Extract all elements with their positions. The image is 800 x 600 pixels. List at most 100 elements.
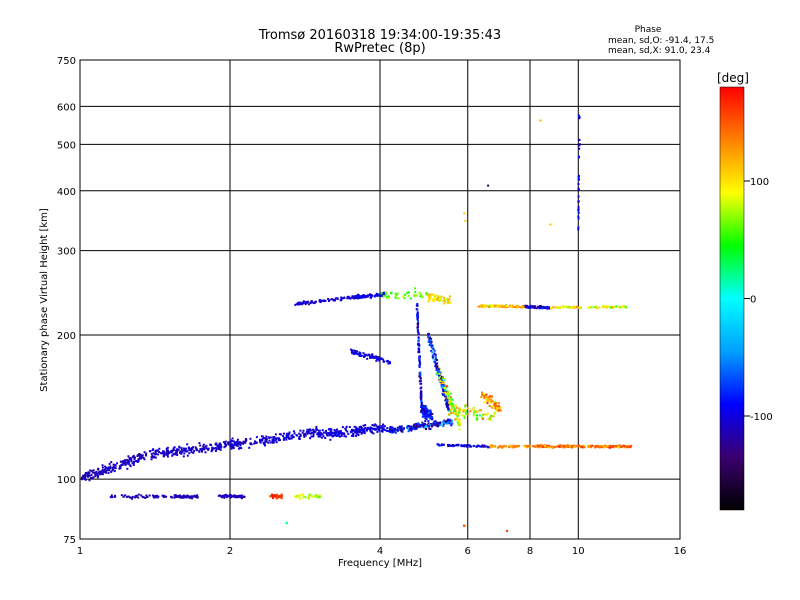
data-point [86, 472, 89, 475]
data-point [219, 446, 222, 449]
data-point [433, 352, 436, 355]
data-point [156, 449, 159, 452]
data-point [552, 445, 555, 448]
data-point [416, 426, 419, 429]
data-point [416, 311, 419, 314]
data-point [298, 302, 301, 305]
data-point [628, 445, 630, 448]
data-point [359, 295, 361, 298]
data-point [268, 436, 271, 439]
data-point [510, 444, 513, 447]
data-point [419, 362, 422, 365]
data-point [425, 425, 428, 428]
data-point [475, 416, 478, 419]
data-point [334, 432, 336, 435]
data-point [375, 359, 378, 362]
data-point [150, 458, 153, 461]
data-point [128, 458, 131, 461]
data-point [416, 312, 419, 315]
data-point [579, 306, 582, 309]
data-point [303, 435, 306, 438]
data-point [582, 446, 585, 449]
data-point [179, 451, 181, 454]
data-point [316, 433, 319, 436]
colorbar-tick-label: 100 [750, 177, 769, 188]
data-point [363, 294, 366, 297]
data-point [602, 304, 605, 307]
data-point [472, 414, 475, 417]
data-point [451, 398, 454, 401]
data-point [328, 434, 331, 437]
data-point [281, 494, 283, 497]
data-point [218, 448, 221, 451]
data-point [472, 407, 475, 409]
data-point [163, 494, 166, 497]
data-point [402, 427, 405, 430]
data-point [444, 395, 447, 398]
data-point [432, 422, 435, 425]
data-point [309, 428, 312, 431]
data-point [180, 451, 183, 454]
data-point [390, 429, 392, 432]
data-point [198, 450, 201, 453]
colorbar-ticks: 100 0 -100 [744, 177, 773, 423]
data-point [618, 306, 621, 309]
data-point [293, 432, 296, 435]
data-point [489, 395, 492, 398]
data-point [366, 294, 369, 297]
data-point [457, 444, 459, 447]
data-point [508, 305, 511, 308]
data-point [450, 407, 453, 410]
data-point [302, 429, 305, 432]
data-point [346, 430, 349, 433]
data-point [280, 497, 283, 500]
data-point [132, 460, 135, 463]
x-tick-labels: 1 2 4 6 8 10 16 [77, 546, 687, 557]
data-point [435, 367, 438, 369]
data-point [493, 401, 496, 404]
data-point [108, 462, 111, 465]
data-point [230, 494, 233, 497]
data-point [446, 401, 448, 404]
data-point [449, 399, 452, 402]
data-point [185, 496, 188, 499]
data-point [187, 495, 190, 498]
data-point [442, 387, 445, 390]
data-point [379, 294, 382, 297]
data-point [427, 300, 430, 303]
data-point [214, 443, 217, 445]
data-point [493, 413, 496, 416]
data-point [425, 293, 428, 296]
data-point [447, 298, 450, 301]
data-point [440, 295, 443, 298]
data-point [486, 412, 489, 415]
data-point [278, 433, 281, 436]
data-point [603, 305, 606, 308]
data-point [229, 494, 232, 497]
data-point [444, 391, 447, 394]
data-point [290, 434, 293, 437]
data-point [260, 435, 263, 438]
data-point [419, 376, 422, 379]
data-point [109, 465, 112, 468]
data-point [449, 418, 452, 421]
data-point [521, 305, 524, 308]
data-point [483, 401, 486, 404]
data-point [427, 340, 430, 343]
data-point [427, 297, 430, 300]
data-point [289, 437, 292, 440]
data-point [102, 469, 105, 472]
data-point [195, 448, 198, 451]
data-point [480, 396, 483, 398]
data-point [516, 306, 519, 309]
data-point [577, 217, 580, 220]
data-point [370, 355, 373, 358]
data-point [360, 295, 363, 298]
data-point [423, 414, 426, 417]
data-point [376, 426, 379, 429]
data-point [442, 302, 445, 305]
data-point [472, 445, 475, 448]
data-point [390, 291, 393, 294]
data-point [537, 306, 540, 309]
data-point [446, 398, 449, 401]
